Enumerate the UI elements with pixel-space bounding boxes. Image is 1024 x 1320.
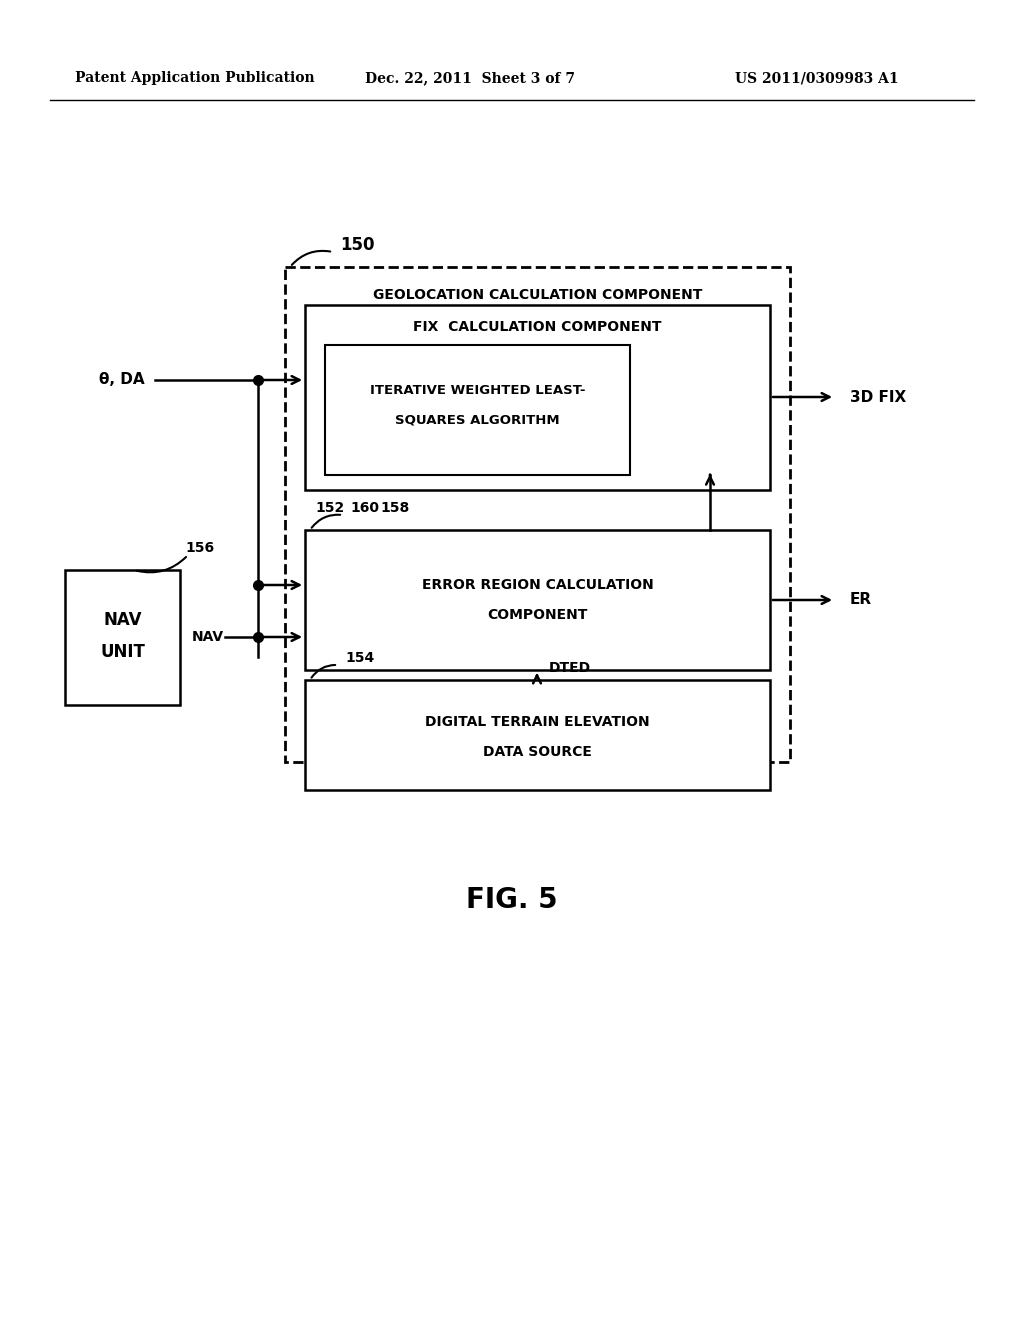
Text: 158: 158 bbox=[380, 502, 410, 515]
Bar bbox=[65, 570, 180, 705]
Text: ITERATIVE WEIGHTED LEAST-: ITERATIVE WEIGHTED LEAST- bbox=[370, 384, 586, 396]
Text: ERROR REGION CALCULATION: ERROR REGION CALCULATION bbox=[422, 578, 653, 591]
Text: DIGITAL TERRAIN ELEVATION: DIGITAL TERRAIN ELEVATION bbox=[425, 715, 650, 729]
Text: US 2011/0309983 A1: US 2011/0309983 A1 bbox=[735, 71, 899, 84]
Text: θ, DA: θ, DA bbox=[99, 372, 145, 388]
Text: 154: 154 bbox=[345, 651, 374, 665]
Text: 3D FIX: 3D FIX bbox=[850, 389, 906, 404]
Text: SQUARES ALGORITHM: SQUARES ALGORITHM bbox=[395, 413, 560, 426]
Bar bbox=[305, 680, 770, 789]
Text: FIX  CALCULATION COMPONENT: FIX CALCULATION COMPONENT bbox=[414, 319, 662, 334]
Text: DATA SOURCE: DATA SOURCE bbox=[483, 744, 592, 759]
Text: Patent Application Publication: Patent Application Publication bbox=[75, 71, 314, 84]
Text: UNIT: UNIT bbox=[100, 643, 145, 661]
Text: 160: 160 bbox=[350, 502, 379, 515]
Text: FIG. 5: FIG. 5 bbox=[466, 886, 558, 913]
Bar bbox=[305, 531, 770, 671]
Text: NAV: NAV bbox=[193, 630, 224, 644]
Bar bbox=[285, 267, 790, 762]
Text: DTED: DTED bbox=[549, 661, 591, 675]
Text: GEOLOCATION CALCULATION COMPONENT: GEOLOCATION CALCULATION COMPONENT bbox=[373, 288, 702, 302]
Text: Dec. 22, 2011  Sheet 3 of 7: Dec. 22, 2011 Sheet 3 of 7 bbox=[365, 71, 575, 84]
Bar bbox=[325, 345, 630, 475]
Text: 152: 152 bbox=[315, 502, 344, 515]
Text: 150: 150 bbox=[340, 236, 375, 253]
Text: NAV: NAV bbox=[103, 611, 141, 630]
Text: ER: ER bbox=[850, 593, 872, 607]
Text: COMPONENT: COMPONENT bbox=[487, 609, 588, 622]
Text: 156: 156 bbox=[185, 541, 214, 554]
Bar bbox=[305, 305, 770, 490]
